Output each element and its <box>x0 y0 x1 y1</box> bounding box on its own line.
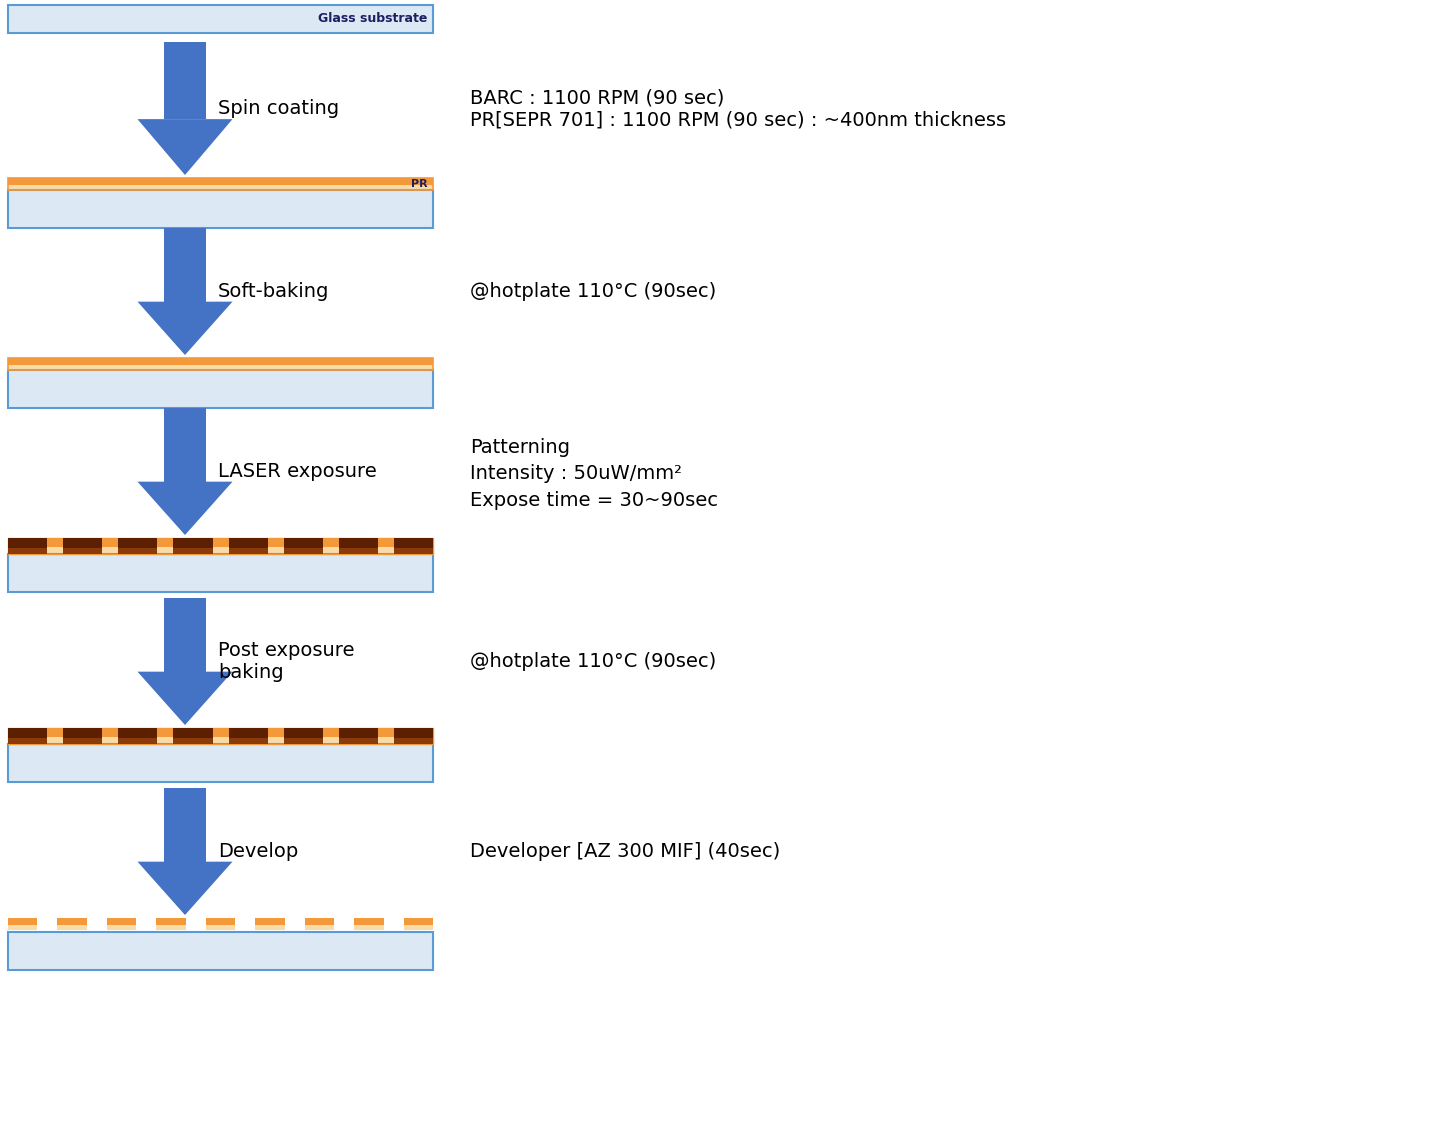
Bar <box>174 538 213 548</box>
Bar <box>63 548 102 554</box>
Polygon shape <box>138 482 233 536</box>
Bar <box>205 918 236 925</box>
Bar <box>9 918 37 925</box>
Text: LASER exposure: LASER exposure <box>218 462 376 482</box>
Bar <box>256 925 284 930</box>
Bar <box>393 728 434 738</box>
Bar <box>106 925 136 930</box>
Polygon shape <box>138 119 233 176</box>
Polygon shape <box>138 862 233 915</box>
Bar <box>339 738 378 744</box>
Bar <box>174 738 213 744</box>
Bar <box>9 744 434 782</box>
Bar <box>63 728 102 738</box>
Bar <box>9 178 434 184</box>
Bar <box>339 548 378 554</box>
Bar <box>174 728 213 738</box>
Bar <box>118 538 158 548</box>
Bar <box>9 554 434 592</box>
Text: PR[SEPR 701] : 1100 RPM (90 sec) : ~400nm thickness: PR[SEPR 701] : 1100 RPM (90 sec) : ~400n… <box>470 110 1007 129</box>
Text: Glass substrate: Glass substrate <box>317 12 426 26</box>
Bar <box>393 538 434 548</box>
Bar <box>228 738 267 744</box>
Bar <box>9 370 434 408</box>
Bar <box>284 728 323 738</box>
Text: Developer [AZ 300 MIF] (40sec): Developer [AZ 300 MIF] (40sec) <box>470 842 780 861</box>
Text: Post exposure
baking: Post exposure baking <box>218 641 355 682</box>
Bar <box>228 548 267 554</box>
Bar <box>9 364 434 370</box>
Bar <box>164 598 205 672</box>
Bar <box>106 918 136 925</box>
Bar <box>118 548 158 554</box>
Bar <box>284 538 323 548</box>
Bar <box>304 925 335 930</box>
Bar <box>256 918 284 925</box>
Bar <box>9 925 37 930</box>
Bar <box>228 538 267 548</box>
Bar <box>355 918 383 925</box>
Text: Patterning: Patterning <box>470 438 570 457</box>
Bar <box>228 728 267 738</box>
Bar <box>9 358 434 364</box>
Polygon shape <box>138 302 233 356</box>
Bar <box>9 728 434 737</box>
Bar <box>63 538 102 548</box>
Text: PR: PR <box>411 179 428 189</box>
Bar <box>9 190 434 228</box>
Bar <box>284 548 323 554</box>
Bar <box>118 728 158 738</box>
Bar <box>9 538 434 554</box>
Bar <box>9 538 47 548</box>
Bar <box>63 738 102 744</box>
Text: Intensity : 50uW/mm²: Intensity : 50uW/mm² <box>470 465 682 484</box>
Bar <box>404 925 434 930</box>
Bar <box>339 538 378 548</box>
Bar <box>9 547 434 554</box>
Bar <box>9 728 47 738</box>
Text: BARC : 1100 RPM (90 sec): BARC : 1100 RPM (90 sec) <box>470 88 724 107</box>
Bar <box>393 548 434 554</box>
Bar <box>118 738 158 744</box>
Bar <box>9 737 434 744</box>
Bar <box>284 738 323 744</box>
Bar <box>164 42 205 119</box>
Text: Spin coating: Spin coating <box>218 99 339 118</box>
Bar <box>9 184 434 190</box>
Polygon shape <box>138 672 233 724</box>
Bar <box>57 918 88 925</box>
Bar <box>339 728 378 738</box>
Bar <box>164 408 205 482</box>
Bar <box>9 728 434 744</box>
Bar <box>9 548 47 554</box>
Bar <box>304 918 335 925</box>
Bar <box>404 918 434 925</box>
Bar <box>9 178 434 190</box>
Bar <box>9 4 434 33</box>
Bar <box>9 538 434 547</box>
Bar <box>393 738 434 744</box>
Bar <box>157 925 185 930</box>
Bar <box>157 918 185 925</box>
Bar <box>9 738 47 744</box>
Text: Expose time = 30~90sec: Expose time = 30~90sec <box>470 490 718 510</box>
Text: @hotplate 110°C (90sec): @hotplate 110°C (90sec) <box>470 282 717 302</box>
Bar <box>174 548 213 554</box>
Text: Develop: Develop <box>218 842 299 861</box>
Bar <box>164 788 205 862</box>
Bar <box>355 925 383 930</box>
Bar <box>164 228 205 302</box>
Bar <box>205 925 236 930</box>
Bar <box>57 925 88 930</box>
Bar <box>9 358 434 370</box>
Text: @hotplate 110°C (90sec): @hotplate 110°C (90sec) <box>470 652 717 670</box>
Bar <box>9 932 434 970</box>
Text: Soft-baking: Soft-baking <box>218 282 329 302</box>
